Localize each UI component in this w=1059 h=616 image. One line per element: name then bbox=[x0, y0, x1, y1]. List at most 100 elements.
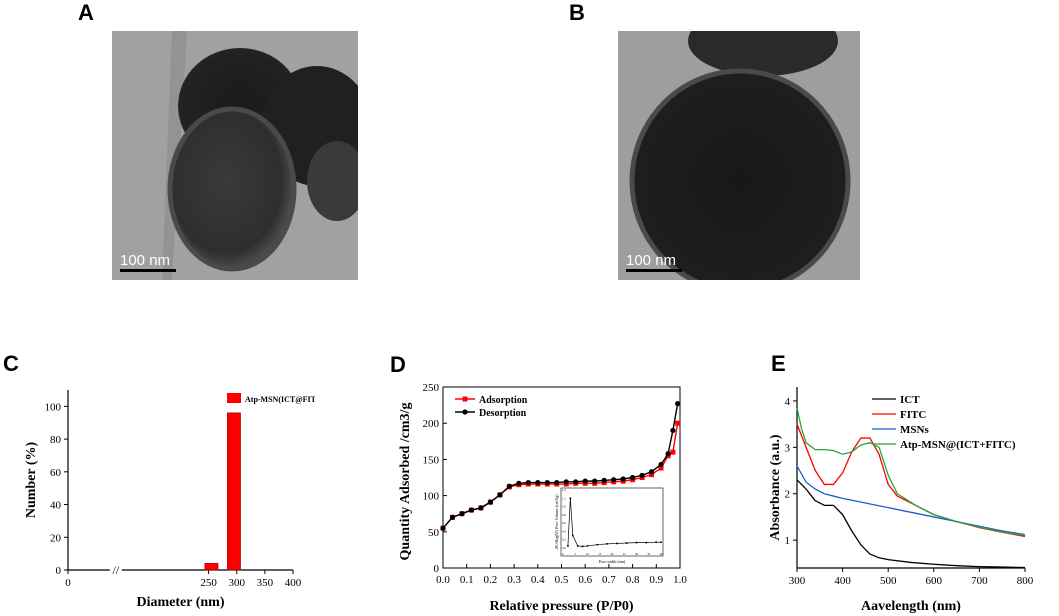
inset-point bbox=[569, 497, 572, 500]
panel-b-letter: B bbox=[569, 0, 585, 25]
inset-x-tick-label: 5 bbox=[575, 552, 577, 556]
inset-point bbox=[596, 543, 599, 546]
axis-break-gap bbox=[109, 565, 122, 575]
inset-y-tick-label: 0.6 bbox=[562, 521, 566, 525]
data-point bbox=[478, 505, 484, 511]
data-point bbox=[468, 507, 475, 513]
x-tick-label: 600 bbox=[926, 575, 943, 587]
data-point bbox=[554, 479, 560, 486]
x-tick-label: 1.0 bbox=[673, 574, 687, 586]
x-tick-label: 0.9 bbox=[649, 574, 663, 586]
inset-y-tick-label: 0.0 bbox=[562, 546, 566, 550]
scale-bar-b: 100 nm bbox=[626, 252, 676, 269]
legend-marker bbox=[462, 409, 468, 415]
x-tick-label: 0.2 bbox=[484, 574, 498, 586]
data-point bbox=[440, 525, 446, 531]
panel-e-letter: E bbox=[771, 351, 786, 376]
x-tick-label: 300 bbox=[789, 575, 806, 587]
y-tick-label: 60 bbox=[50, 467, 62, 479]
inset-point bbox=[606, 543, 608, 545]
data-point bbox=[525, 479, 531, 486]
data-point bbox=[592, 478, 598, 484]
inset-point bbox=[581, 545, 584, 548]
inset-line bbox=[567, 498, 661, 547]
y-axis-label: Number (%) bbox=[24, 441, 39, 518]
legend-marker bbox=[462, 396, 468, 402]
y-axis-label: Absorbance (a.u.) bbox=[770, 434, 783, 541]
data-point bbox=[639, 472, 645, 478]
data-point bbox=[630, 474, 636, 481]
inset-x-tick-label: 25 bbox=[623, 552, 627, 556]
inset-y-tick-label: 0.4 bbox=[562, 529, 566, 533]
data-point bbox=[497, 492, 503, 498]
x-tick-label: 400 bbox=[834, 575, 851, 587]
data-point bbox=[487, 499, 493, 505]
y-tick-label: 3 bbox=[785, 442, 791, 454]
x-tick-label: 0.1 bbox=[460, 574, 474, 586]
inset-point bbox=[660, 541, 662, 543]
inset-x-tick-label: 40 bbox=[660, 552, 664, 556]
y-tick-label: 150 bbox=[423, 454, 440, 466]
y-tick-label: 100 bbox=[45, 401, 62, 413]
inset-x-tick-label: 20 bbox=[611, 552, 615, 556]
data-point bbox=[459, 511, 465, 517]
inset-frame bbox=[560, 487, 664, 557]
axis-break-mark: // bbox=[112, 563, 119, 577]
x-tick-label: 250 bbox=[200, 577, 217, 589]
tem-image-a: 100 nm bbox=[112, 31, 358, 280]
x-tick-label: 0.0 bbox=[436, 574, 450, 586]
legend-label: ICT bbox=[900, 394, 920, 406]
inset-chart: 0 5 10 15 20 25 30 35 40 0.0 0.2 0.4 0.6 0.8 1.0 1.2 1.4… bbox=[554, 487, 664, 564]
data-point bbox=[601, 477, 607, 483]
inset-point bbox=[576, 545, 579, 547]
data-point bbox=[649, 472, 655, 478]
legend-label: FITC bbox=[900, 409, 926, 421]
y-axis-label: Quantity Adsorbed /cm3/g bbox=[398, 403, 413, 561]
y-tick-label: 4 bbox=[785, 396, 791, 408]
data-point bbox=[658, 465, 664, 471]
x-tick-label: 0.3 bbox=[507, 574, 521, 586]
data-point bbox=[648, 469, 655, 475]
y-tick-label: 40 bbox=[50, 500, 62, 512]
data-point bbox=[535, 479, 541, 486]
inset-point bbox=[567, 545, 569, 547]
bar bbox=[204, 563, 219, 571]
x-tick-label: 0.6 bbox=[578, 574, 592, 586]
data-point bbox=[675, 401, 681, 407]
x-tick-label: 0.7 bbox=[602, 574, 616, 586]
legend-label: Desorption bbox=[479, 408, 527, 419]
panel-d-letter: D bbox=[390, 352, 406, 377]
x-tick-label: 500 bbox=[880, 575, 897, 587]
inset-x-tick-label: 10 bbox=[586, 552, 590, 556]
inset-y-tick-label: 1.4 bbox=[562, 488, 566, 492]
data-point bbox=[563, 479, 569, 485]
inset-x-label: Pore width (nm) bbox=[599, 559, 626, 564]
data-point bbox=[506, 483, 512, 489]
inset-x-tick-label: 0 bbox=[562, 552, 564, 556]
y-tick-label: 2 bbox=[785, 489, 791, 501]
y-tick-label: 80 bbox=[50, 434, 62, 446]
y-tick-label: 50 bbox=[428, 527, 440, 539]
x-tick-label: 0.8 bbox=[626, 574, 640, 586]
x-tick-label: 300 bbox=[229, 577, 246, 589]
series-line bbox=[796, 407, 1026, 537]
data-point bbox=[670, 427, 676, 434]
inset-y-tick-label: 1.0 bbox=[562, 505, 566, 509]
bar bbox=[227, 412, 241, 571]
data-point bbox=[516, 480, 522, 486]
data-point bbox=[665, 451, 671, 457]
inset-point bbox=[586, 545, 589, 547]
inset-y-label: dV/dlog(W) Pore Volume (cm3/g) bbox=[554, 494, 559, 550]
x-tick-label: 700 bbox=[971, 575, 988, 587]
x-axis-label: Aavelength (nm) bbox=[861, 599, 961, 614]
inset-point bbox=[655, 541, 657, 543]
series-line bbox=[796, 479, 1026, 569]
inset-x-tick-label: 30 bbox=[635, 552, 639, 556]
data-point bbox=[449, 514, 456, 520]
data-point bbox=[582, 478, 588, 484]
inset-point bbox=[645, 541, 648, 544]
x-tick-label: 0.4 bbox=[531, 574, 545, 586]
chart-c-size-distribution: 0 20 40 60 80 100 0 250 300 350 400 // Atp-MSN(ICT@F… bbox=[24, 390, 315, 610]
x-tick-label: 0.5 bbox=[555, 574, 569, 586]
data-point bbox=[620, 476, 626, 482]
